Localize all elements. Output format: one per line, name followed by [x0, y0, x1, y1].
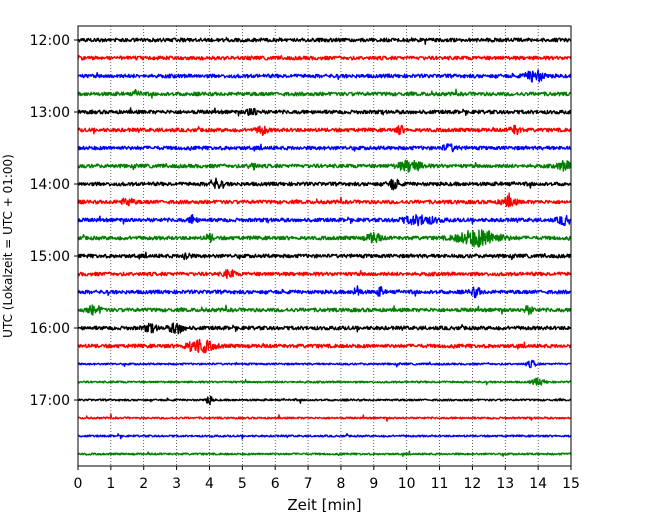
trace-1515	[77, 268, 572, 280]
trace-1230	[77, 69, 572, 83]
x-tick-label: 13	[496, 476, 514, 492]
plot-frame	[77, 25, 572, 467]
trace-1315	[77, 124, 572, 137]
trace-1300	[77, 107, 572, 117]
trace-1615	[77, 338, 572, 354]
trace-1545	[77, 304, 572, 316]
trace-1500	[77, 251, 572, 261]
x-tick-label: 1	[106, 476, 115, 492]
x-tick-label: 2	[139, 476, 148, 492]
tick-group: 0 1 2 3 4 5 6 7 8 9 10 11 12 13 14 1512:0013:0014:0015:…	[30, 33, 580, 492]
y-tick-label: 12:00	[30, 33, 70, 49]
y-axis-label: UTC (Lokalzeit = UTC + 01:00)	[1, 154, 15, 338]
trace-1215	[77, 55, 572, 61]
x-tick-label: 4	[205, 476, 214, 492]
trace-1600	[77, 322, 572, 335]
trace-1645	[77, 377, 572, 386]
trace-1745	[77, 450, 572, 457]
trace-1430	[77, 214, 572, 227]
trace-1715	[77, 413, 572, 422]
x-tick-label: 10	[398, 476, 416, 492]
y-tick-label: 15:00	[30, 249, 70, 265]
y-tick-label: 14:00	[30, 177, 70, 193]
trace-1530	[77, 285, 572, 299]
x-tick-label: 7	[304, 476, 313, 492]
vertical-grid-lines	[110, 26, 539, 466]
x-tick-label: 8	[336, 476, 345, 492]
trace-1330	[77, 143, 572, 153]
x-axis-label: Zeit [min]	[287, 496, 361, 514]
x-tick-label: 14	[529, 476, 547, 492]
x-tick-label: 0	[74, 476, 83, 492]
trace-1700	[77, 395, 572, 406]
x-tick-label: 11	[431, 476, 449, 492]
x-tick-label: 12	[463, 476, 481, 492]
x-tick-label: 9	[369, 476, 378, 492]
y-tick-label: 17:00	[30, 393, 70, 409]
trace-1730	[77, 432, 572, 440]
y-tick-label: 16:00	[30, 321, 70, 337]
x-tick-label: 6	[271, 476, 280, 492]
trace-group	[77, 36, 572, 457]
x-tick-label: 15	[562, 476, 580, 492]
x-tick-label: 5	[238, 476, 247, 492]
trace-1400	[77, 177, 572, 191]
trace-1345	[77, 159, 572, 173]
trace-1200	[77, 36, 572, 45]
x-tick-label: 3	[172, 476, 181, 492]
trace-1245	[77, 88, 572, 99]
trace-1630	[77, 359, 572, 369]
y-tick-label: 13:00	[30, 105, 70, 121]
trace-1415	[77, 192, 572, 208]
trace-1445	[77, 229, 572, 248]
